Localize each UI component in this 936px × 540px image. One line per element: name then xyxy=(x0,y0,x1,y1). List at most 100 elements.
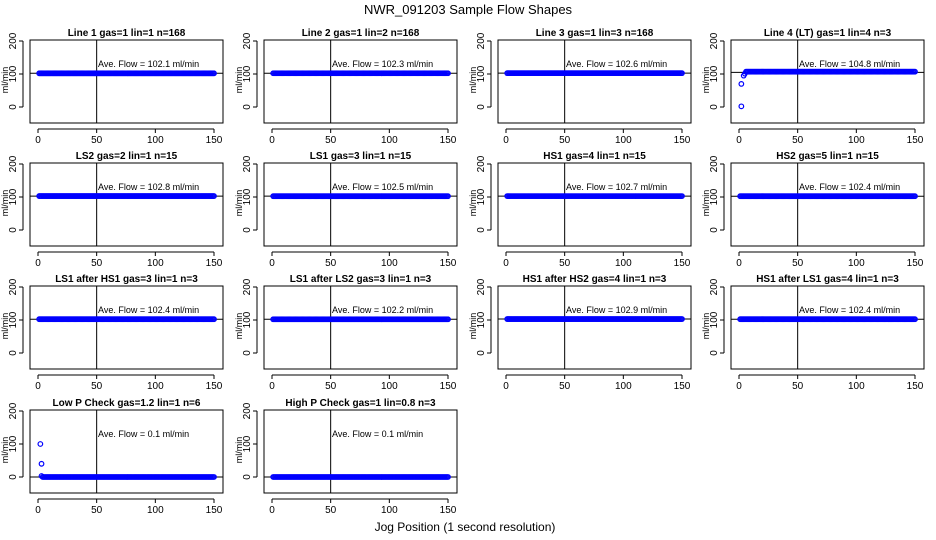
y-tick-label: 200 xyxy=(8,155,19,172)
panel-title: HS2 gas=5 lin=1 n=15 xyxy=(776,151,879,162)
x-tick-label: 50 xyxy=(559,258,571,269)
average-flow-annotation: Ave. Flow = 102.1 ml/min xyxy=(98,59,199,69)
chart-panel: HS1 after LS1 gas=4 lin=1 n=3 0 100 200 ml/m… xyxy=(701,274,925,392)
x-tick-label: 0 xyxy=(35,381,41,392)
average-flow-annotation: Ave. Flow = 104.8 ml/min xyxy=(799,59,900,69)
data-point xyxy=(912,68,918,75)
x-tick-label: 100 xyxy=(615,258,632,269)
x-tick-label: 150 xyxy=(674,381,691,392)
y-tick-label: 200 xyxy=(8,32,19,49)
x-tick-label: 50 xyxy=(325,135,337,146)
plot-frame xyxy=(263,39,458,124)
x-tick-label: 0 xyxy=(35,258,41,269)
chart-panel: LS1 after LS2 gas=3 lin=1 n=3 0 100 200 ml/m… xyxy=(234,274,458,392)
x-tick-label: 0 xyxy=(503,258,509,269)
x-tick-label: 0 xyxy=(736,135,742,146)
x-tick-label: 100 xyxy=(848,135,865,146)
x-tick-label: 50 xyxy=(91,381,103,392)
x-tick-label: 50 xyxy=(325,258,337,269)
y-tick-label: 0 xyxy=(242,104,253,110)
y-axis-label: ml/min xyxy=(701,190,711,217)
y-tick-label: 200 xyxy=(709,155,720,172)
x-tick-label: 50 xyxy=(792,258,804,269)
y-tick-label: 200 xyxy=(709,32,720,49)
data-point xyxy=(679,316,685,322)
plot-frame xyxy=(263,409,458,494)
x-tick-label: 50 xyxy=(91,135,103,146)
plot-frame xyxy=(263,285,458,370)
y-axis-label: ml/min xyxy=(0,313,10,340)
x-tick-label: 150 xyxy=(907,135,924,146)
y-tick-label: 0 xyxy=(476,227,487,233)
panel-title: Line 4 (LT) gas=1 lin=4 n=3 xyxy=(764,28,892,39)
x-tick-label: 50 xyxy=(792,135,804,146)
chart-panel: HS1 after HS2 gas=4 lin=1 n=3 0 100 200 ml/m… xyxy=(468,274,692,392)
chart-panel: Line 2 gas=1 lin=2 n=168 0 100 200 ml/min 0 50… xyxy=(234,28,458,146)
x-tick-label: 50 xyxy=(559,135,571,146)
panel-title: High P Check gas=1 lin=0.8 n=3 xyxy=(285,398,436,409)
x-tick-label: 150 xyxy=(440,135,457,146)
data-point-outlier xyxy=(738,80,745,87)
average-flow-annotation: Ave. Flow = 102.8 ml/min xyxy=(98,182,199,192)
average-flow-annotation: Ave. Flow = 102.6 ml/min xyxy=(566,59,667,69)
plot-frame xyxy=(497,285,692,370)
y-tick-label: 100 xyxy=(8,65,19,82)
y-tick-label: 0 xyxy=(8,104,19,110)
x-tick-label: 100 xyxy=(147,505,164,516)
x-tick-label: 150 xyxy=(440,505,457,516)
y-tick-label: 0 xyxy=(8,227,19,233)
x-tick-label: 150 xyxy=(206,505,223,516)
x-tick-label: 0 xyxy=(269,505,275,516)
chart-panel: High P Check gas=1 lin=0.8 n=3 0 100 200 ml/… xyxy=(234,398,458,516)
y-tick-label: 0 xyxy=(242,350,253,356)
plot-frame xyxy=(29,162,224,247)
y-axis-label: ml/min xyxy=(468,313,478,340)
y-tick-label: 0 xyxy=(709,350,720,356)
x-tick-label: 100 xyxy=(381,135,398,146)
x-tick-label: 100 xyxy=(147,135,164,146)
y-axis-label: ml/min xyxy=(234,313,244,340)
y-tick-label: 200 xyxy=(242,155,253,172)
panel-title: Low P Check gas=1.2 lin=1 n=6 xyxy=(53,398,201,409)
chart-panel: Low P Check gas=1.2 lin=1 n=6 0 100 200 ml/m… xyxy=(0,398,224,516)
x-tick-label: 150 xyxy=(440,258,457,269)
y-tick-label: 100 xyxy=(8,311,19,328)
y-tick-label: 200 xyxy=(242,32,253,49)
panel-title: LS2 gas=2 lin=1 n=15 xyxy=(76,151,178,162)
chart-panel: LS2 gas=2 lin=1 n=15 0 100 200 ml/min 0 50 100 1… xyxy=(0,151,224,269)
y-tick-label: 100 xyxy=(8,435,19,452)
x-tick-label: 0 xyxy=(503,135,509,146)
y-tick-label: 100 xyxy=(242,435,253,452)
y-axis-label: ml/min xyxy=(468,67,478,94)
data-point-outlier xyxy=(38,473,45,479)
plot-frame xyxy=(497,39,692,124)
y-tick-label: 100 xyxy=(709,311,720,328)
y-axis-label: ml/min xyxy=(0,67,10,94)
y-axis-label: ml/min xyxy=(0,437,10,464)
data-point xyxy=(211,474,217,480)
plot-frame xyxy=(730,285,925,370)
average-flow-annotation: Ave. Flow = 102.4 ml/min xyxy=(98,305,199,315)
data-point xyxy=(445,70,451,77)
y-tick-label: 200 xyxy=(242,278,253,295)
data-point xyxy=(445,316,451,323)
y-tick-label: 100 xyxy=(242,65,253,82)
data-point xyxy=(211,70,217,77)
y-tick-label: 0 xyxy=(476,104,487,110)
y-tick-label: 0 xyxy=(242,474,253,480)
y-axis-label: ml/min xyxy=(701,313,711,340)
x-tick-label: 150 xyxy=(440,381,457,392)
x-tick-label: 50 xyxy=(325,381,337,392)
plot-frame xyxy=(497,162,692,247)
plot-frame xyxy=(730,162,925,247)
y-tick-label: 200 xyxy=(242,402,253,419)
y-axis-label: ml/min xyxy=(234,67,244,94)
x-tick-label: 150 xyxy=(206,258,223,269)
panel-title: LS1 after LS2 gas=3 lin=1 n=3 xyxy=(290,274,432,285)
y-tick-label: 100 xyxy=(476,188,487,205)
x-tick-label: 0 xyxy=(35,135,41,146)
x-tick-label: 100 xyxy=(615,135,632,146)
x-tick-label: 150 xyxy=(206,135,223,146)
plot-frame xyxy=(29,285,224,370)
